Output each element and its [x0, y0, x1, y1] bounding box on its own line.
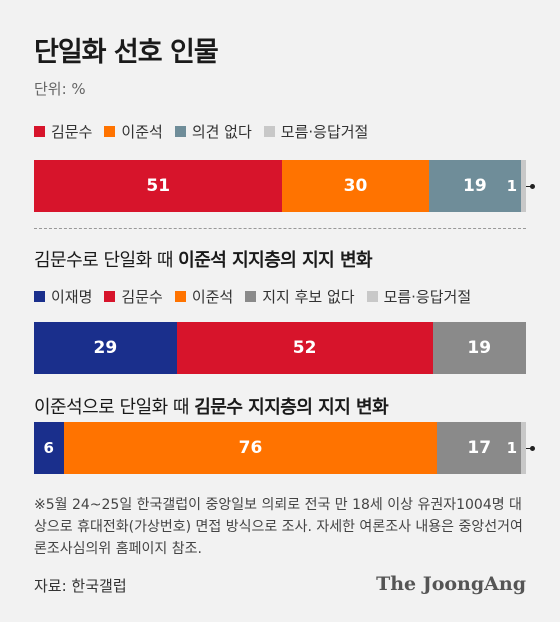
legend-swatch [104, 126, 116, 137]
bar-1: 51 30 19 1 [34, 160, 535, 212]
subtitle-2: 김문수로 단일화 때 이준석 지지층의 지지 변화 [34, 246, 373, 272]
data-label: 29 [93, 338, 118, 358]
divider [34, 228, 526, 229]
bar-segment: 1 [507, 160, 535, 212]
legend-item: 김문수 [34, 121, 92, 142]
legend-label: 김문수 [121, 288, 163, 306]
legend-label: 의견 없다 [191, 123, 252, 141]
bar-3: 6 76 17 1 [34, 422, 535, 474]
legend-label: 김문수 [51, 123, 93, 141]
data-label: 6 [43, 439, 54, 457]
data-label: 30 [343, 176, 368, 196]
subtitle-3-prefix: 이준석으로 단일화 때 [34, 397, 195, 418]
bar-segment: 52 [176, 322, 433, 374]
leader-line [525, 446, 535, 451]
data-label: 17 [467, 438, 492, 458]
bar-segment: 17 [437, 422, 522, 474]
legend-swatch [34, 291, 45, 302]
legend-swatch [174, 291, 186, 302]
subtitle-2-bold: 이준석 지지층의 지지 변화 [178, 250, 373, 271]
legend-1: 김문수 이준석 의견 없다 모름·응답거절 [34, 121, 380, 142]
legend-swatch [245, 291, 257, 302]
data-label: 1 [506, 177, 518, 195]
bar-segment: 19 [428, 160, 522, 212]
subtitle-3-bold: 김문수 지지층의 지지 변화 [194, 397, 389, 418]
bar-segment: 1 [507, 422, 535, 474]
leader-line [525, 184, 535, 189]
legend-item: 김문수 [104, 286, 163, 307]
legend-label: 모름·응답거절 [280, 123, 369, 141]
legend-label: 지지 후보 없다 [262, 288, 355, 306]
chart-title: 단일화 선호 인물 [34, 37, 219, 68]
legend-item: 모름·응답거절 [263, 121, 369, 142]
data-label: 1 [506, 439, 518, 457]
legend-item: 지지 후보 없다 [245, 286, 355, 307]
legend-swatch [366, 291, 378, 302]
source-label: 자료: 한국갤럽 [34, 577, 127, 595]
legend-swatch [34, 126, 45, 137]
footnote: ※5월 24~25일 한국갤럽이 중앙일보 의뢰로 전국 만 18세 이상 유권… [34, 497, 523, 557]
legend-swatch [174, 126, 186, 137]
data-label: 52 [292, 338, 317, 358]
legend-label: 모름·응답거절 [383, 288, 472, 306]
legend-label: 이재명 [51, 288, 93, 306]
unit-label: 단위: % [34, 80, 86, 98]
bar-segment: 19 [432, 322, 526, 374]
data-label: 19 [467, 338, 492, 358]
legend-label: 이준석 [121, 123, 163, 141]
legend-2: 이재명 김문수 이준석 지지 후보 없다 모름·응답거절 [34, 286, 483, 307]
legend-item: 이준석 [174, 286, 234, 307]
bar-segment: 29 [34, 322, 177, 374]
bar-segment: 30 [282, 160, 429, 212]
legend-item: 모름·응답거절 [366, 286, 472, 307]
bar-2: 29 52 19 [34, 322, 526, 374]
subtitle-2-prefix: 김문수로 단일화 때 [34, 250, 179, 271]
bar-segment: 51 [34, 160, 283, 212]
legend-item: 이재명 [34, 286, 92, 307]
legend-label: 이준석 [191, 288, 234, 306]
legend-item: 이준석 [104, 121, 163, 142]
legend-swatch [104, 291, 116, 302]
data-label: 19 [462, 176, 487, 196]
legend-swatch [263, 126, 275, 137]
subtitle-3: 이준석으로 단일화 때 김문수 지지층의 지지 변화 [34, 393, 389, 419]
legend-item: 의견 없다 [174, 121, 252, 142]
bar-segment: 76 [63, 422, 438, 474]
data-label: 51 [146, 176, 171, 196]
brand-logo: The JoongAng [376, 573, 526, 595]
data-label: 76 [238, 438, 263, 458]
bar-segment: 6 [34, 422, 64, 474]
